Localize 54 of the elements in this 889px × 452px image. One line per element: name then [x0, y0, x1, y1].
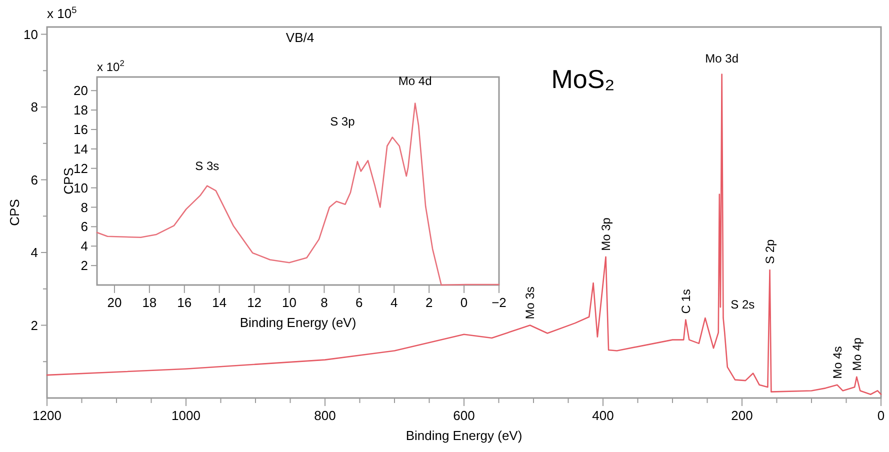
- y-tick-label: 2: [30, 318, 38, 333]
- x-tick-label: 10: [282, 295, 296, 310]
- annotation: Mo 4d: [398, 74, 432, 88]
- annotation: MoS₂: [551, 64, 615, 94]
- annotation: Mo 4s: [830, 346, 844, 379]
- x-tick-label: 6: [356, 295, 363, 310]
- y-tick-label: 4: [30, 245, 38, 260]
- y-tick-label: 2: [80, 258, 88, 274]
- x-tick-label: 0: [877, 408, 885, 423]
- y-tick-label: 10: [24, 26, 38, 42]
- y-tick-label: 6: [30, 172, 38, 188]
- annotation: S 3s: [195, 158, 220, 173]
- annotation: S 2p: [763, 238, 777, 264]
- annotation: Mo 3d: [705, 51, 739, 66]
- annotation: S 2s: [730, 298, 755, 312]
- annotation: VB/4: [286, 30, 314, 45]
- x-tick-label: 1200: [32, 408, 62, 423]
- annotation: C 1s: [678, 289, 693, 314]
- text: x 10$^{5}$: [47, 5, 77, 21]
- y-axis-title: CPS: [7, 198, 22, 226]
- x-tick-label: 1000: [172, 408, 200, 423]
- line-series: [96, 102, 500, 286]
- x-tick-label: 400: [592, 408, 614, 423]
- y-tick-label: 16: [74, 122, 88, 138]
- x-tick-label: 14: [212, 295, 227, 310]
- x-tick-label: −2: [492, 295, 506, 310]
- annotation: Mo 3s: [523, 286, 538, 320]
- x-tick-label: 0: [460, 295, 468, 310]
- y-tick-label: 12: [74, 160, 88, 176]
- x-tick-label: 16: [177, 295, 192, 310]
- x-tick-label: 18: [142, 295, 157, 310]
- x-axis-title: Binding Energy (eV): [240, 315, 356, 330]
- x-tick-label: 4: [390, 295, 398, 310]
- x-axis-title: Binding Energy (eV): [406, 428, 522, 443]
- x-tick-label: 800: [314, 408, 336, 423]
- x-tick-label: 20: [107, 295, 122, 310]
- y-tick-label: 20: [74, 83, 88, 98]
- x-tick-label: 600: [453, 408, 475, 423]
- y-tick-label: 6: [80, 219, 88, 234]
- x-tick-label: 2: [425, 295, 433, 310]
- x-tick-label: 8: [320, 295, 328, 310]
- y-tick-label: 18: [74, 102, 88, 118]
- annotation: Mo 4p: [850, 337, 864, 371]
- y-axis-title: CPS: [61, 167, 76, 194]
- y-tick-label: 14: [74, 141, 88, 156]
- annotation: Mo 3p: [598, 217, 613, 251]
- y-tick-label: 8: [80, 200, 88, 215]
- annotation: x 10$^{2}$: [97, 58, 125, 74]
- y-tick-label: 10: [74, 180, 88, 196]
- y-tick-label: 8: [30, 100, 38, 115]
- x-tick-label: 12: [247, 295, 262, 310]
- x-tick-label: 200: [731, 408, 753, 423]
- annotation: S 3p: [330, 114, 356, 129]
- y-tick-label: 4: [80, 238, 88, 254]
